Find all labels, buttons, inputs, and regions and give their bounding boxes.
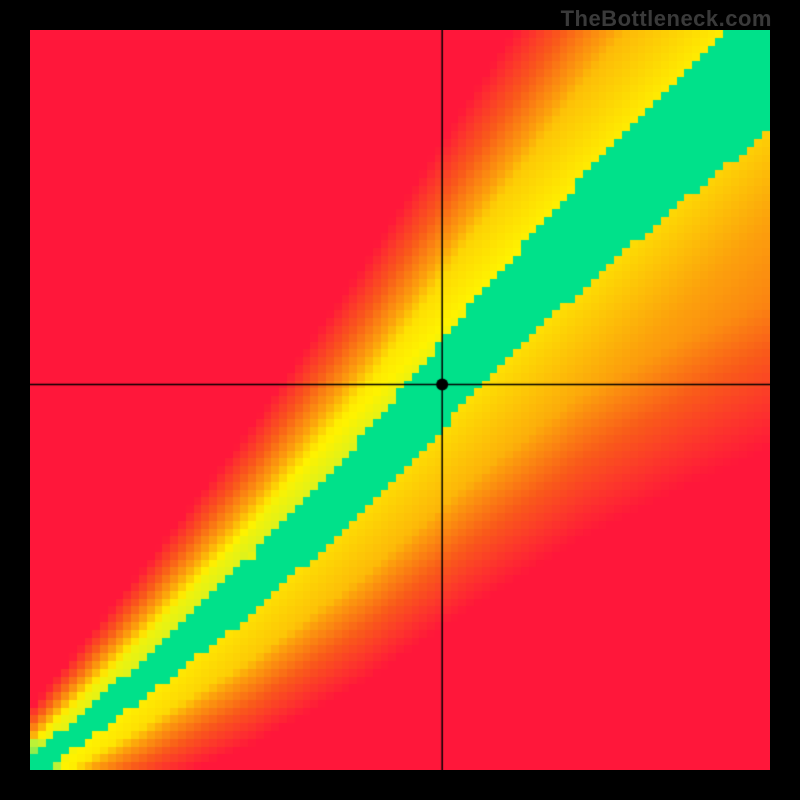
- heatmap-canvas: [30, 30, 770, 770]
- watermark-label: TheBottleneck.com: [561, 6, 772, 32]
- plot-frame: [30, 30, 770, 770]
- chart-container: TheBottleneck.com: [0, 0, 800, 800]
